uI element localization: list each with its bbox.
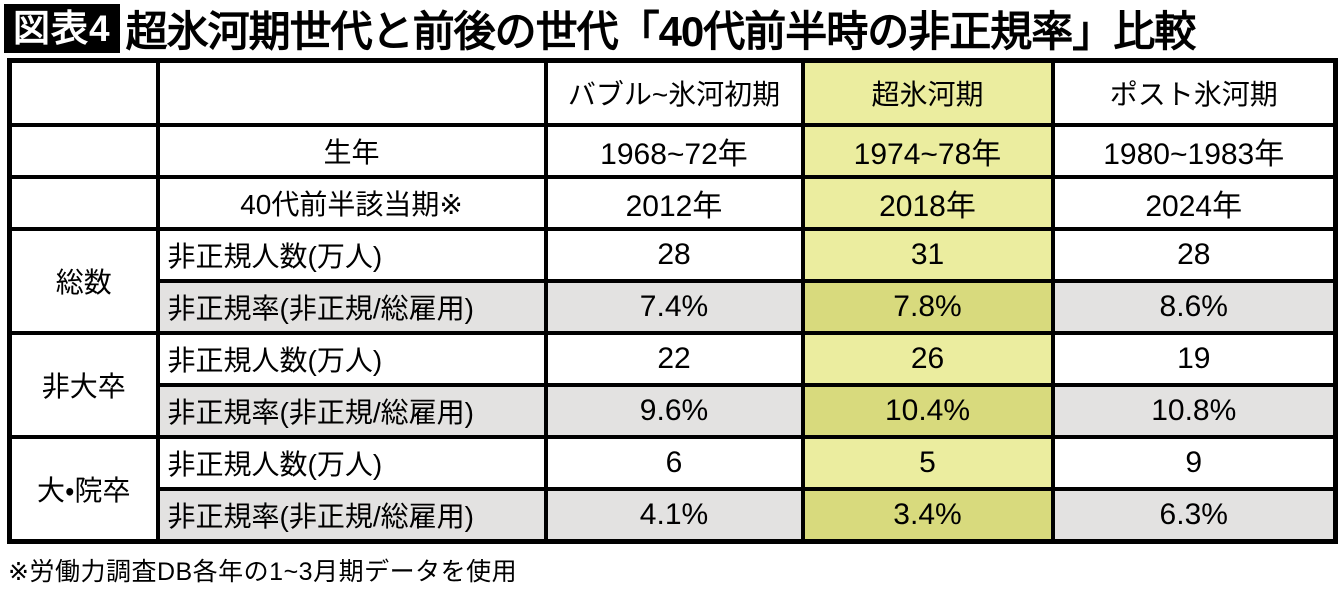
value-cell: 19 bbox=[1050, 331, 1338, 387]
figure-title: 超氷河期世代と前後の世代「40代前半時の非正規率」比較 bbox=[125, 8, 1197, 55]
comparison-table: バブル~氷河初期 超氷河期 ポスト氷河期 生年 1968~72年 1974~78… bbox=[7, 58, 1338, 544]
blank-corner-cell bbox=[7, 58, 160, 127]
college-grad-count-row: 大・院卒 非正規人数(万人) 6 5 9 bbox=[7, 435, 1338, 544]
group-label-total: 総数 bbox=[7, 227, 160, 335]
group-label-college-grad: 大・院卒 bbox=[7, 435, 160, 544]
group-label-non-college: 非大卒 bbox=[7, 331, 160, 439]
value-cell: 1974~78年 bbox=[800, 123, 1055, 179]
early-40s-period-row: 40代前半該当期※ 2012年 2018年 2024年 bbox=[7, 175, 1338, 231]
value-cell: 22 bbox=[543, 331, 805, 387]
figure-number-badge: 図表4 bbox=[4, 4, 120, 53]
blank-cell bbox=[7, 175, 160, 231]
value-cell: 1968~72年 bbox=[543, 123, 805, 179]
value-cell: 2012年 bbox=[543, 175, 805, 231]
value-cell: 3.4% bbox=[800, 487, 1055, 544]
value-cell: 1980~1983年 bbox=[1050, 123, 1338, 179]
value-cell: 26 bbox=[800, 331, 1055, 387]
metric-label-count: 非正規人数(万人) bbox=[155, 331, 548, 387]
value-cell: 31 bbox=[800, 227, 1055, 283]
metric-label-count: 非正規人数(万人) bbox=[155, 435, 548, 491]
col-header-bubble-early-ice-age: バブル~氷河初期 bbox=[543, 58, 805, 127]
col-header-super-ice-age: 超氷河期 bbox=[800, 58, 1055, 127]
col-header-post-ice-age: ポスト氷河期 bbox=[1050, 58, 1338, 127]
total-rate-row: 非正規率(非正規/総雇用) 7.4% 7.8% 8.6% bbox=[10, 279, 1338, 335]
value-cell: 9.6% bbox=[543, 383, 805, 439]
value-cell: 10.8% bbox=[1050, 383, 1338, 439]
row-label-birth-year: 生年 bbox=[155, 123, 548, 179]
value-cell: 5 bbox=[800, 435, 1055, 491]
footnote: ※労働力調査DB各年の1~3月期データを使用 bbox=[8, 558, 518, 586]
value-cell: 28 bbox=[543, 227, 805, 283]
column-header-row: バブル~氷河初期 超氷河期 ポスト氷河期 bbox=[7, 58, 1338, 127]
birth-year-row: 生年 1968~72年 1974~78年 1980~1983年 bbox=[7, 123, 1338, 179]
metric-label-rate: 非正規率(非正規/総雇用) bbox=[155, 487, 548, 544]
blank-corner-cell bbox=[155, 58, 548, 127]
value-cell: 7.8% bbox=[800, 279, 1055, 335]
value-cell: 2024年 bbox=[1050, 175, 1338, 231]
value-cell: 10.4% bbox=[800, 383, 1055, 439]
value-cell: 7.4% bbox=[543, 279, 805, 335]
total-count-row: 総数 非正規人数(万人) 28 31 28 bbox=[7, 227, 1338, 335]
value-cell: 6.3% bbox=[1050, 487, 1338, 544]
value-cell: 4.1% bbox=[543, 487, 805, 544]
metric-label-count: 非正規人数(万人) bbox=[155, 227, 548, 283]
figure-title-bar: 図表4 超氷河期世代と前後の世代「40代前半時の非正規率」比較 bbox=[4, 4, 1340, 55]
row-label-early-40s-period: 40代前半該当期※ bbox=[155, 175, 548, 231]
value-cell: 8.6% bbox=[1050, 279, 1338, 335]
value-cell: 9 bbox=[1050, 435, 1338, 491]
college-grad-rate-row: 非正規率(非正規/総雇用) 4.1% 3.4% 6.3% bbox=[10, 487, 1338, 544]
metric-label-rate: 非正規率(非正規/総雇用) bbox=[155, 279, 548, 335]
metric-label-rate: 非正規率(非正規/総雇用) bbox=[155, 383, 548, 439]
non-college-rate-row: 非正規率(非正規/総雇用) 9.6% 10.4% 10.8% bbox=[10, 383, 1338, 439]
non-college-count-row: 非大卒 非正規人数(万人) 22 26 19 bbox=[7, 331, 1338, 439]
value-cell: 28 bbox=[1050, 227, 1338, 283]
value-cell: 6 bbox=[543, 435, 805, 491]
blank-cell bbox=[7, 123, 160, 179]
value-cell: 2018年 bbox=[800, 175, 1055, 231]
